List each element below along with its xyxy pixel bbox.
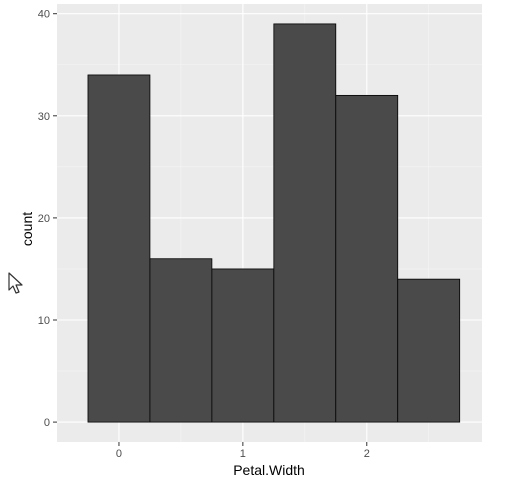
histogram-bar <box>149 258 213 423</box>
mouse-pointer-icon <box>8 272 23 294</box>
y-tick-label: 40 <box>38 9 50 21</box>
y-tick-label: 10 <box>38 315 50 327</box>
x-axis-title: Petal.Width <box>233 462 305 478</box>
y-axis: 0 10 20 30 40 <box>38 9 57 429</box>
histogram-bar <box>397 278 461 423</box>
histogram-bar <box>211 268 275 423</box>
y-tick-label: 20 <box>38 213 50 225</box>
x-tick-label: 0 <box>116 448 122 460</box>
y-tick-label: 30 <box>38 111 50 123</box>
histogram-bars <box>87 23 461 423</box>
histogram-bar <box>273 23 337 423</box>
y-axis-title: count <box>19 212 35 246</box>
x-axis: 0 1 2 <box>116 442 370 460</box>
histogram-bar <box>335 94 399 423</box>
histogram-bar <box>87 74 151 423</box>
x-tick-label: 2 <box>364 448 370 460</box>
x-tick-label: 1 <box>240 448 246 460</box>
y-tick-label: 0 <box>44 417 50 429</box>
